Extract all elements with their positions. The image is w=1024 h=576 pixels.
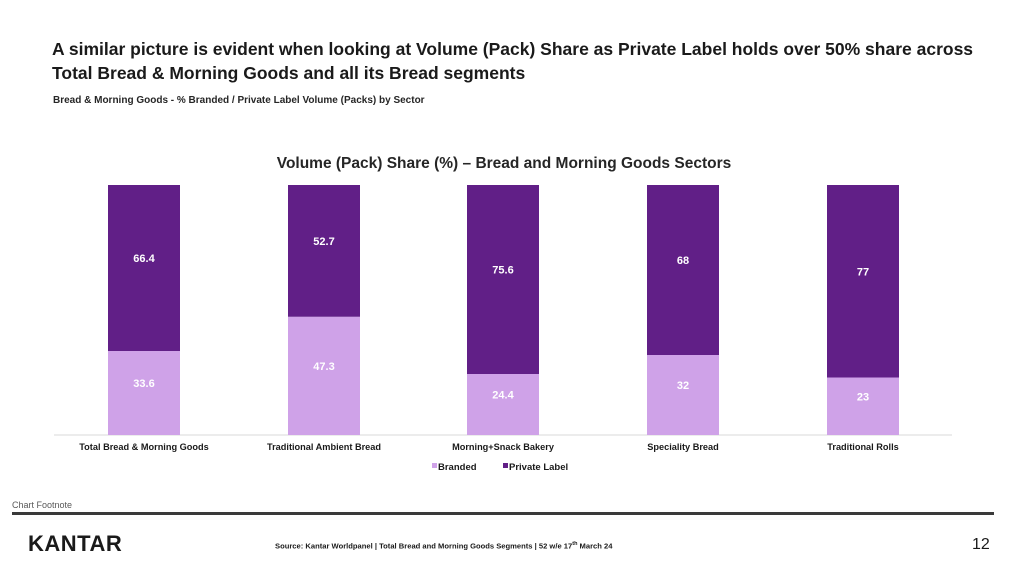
data-label-private-label-4: 68 (677, 255, 689, 267)
data-label-branded-3: 24.4 (492, 390, 514, 402)
source-suffix: March 24 (577, 541, 613, 551)
legend-label-private-label: Private Label (509, 462, 568, 473)
data-label-branded-5: 23 (857, 391, 869, 403)
source-superscript: th (572, 541, 578, 547)
source-prefix: Source: Kantar Worldpanel | Total Bread … (275, 541, 573, 551)
bar-private-label-4 (647, 185, 719, 355)
legend-swatch-private-label (503, 463, 508, 468)
bar-branded-4 (647, 355, 719, 435)
legend-label-branded: Branded (438, 462, 477, 473)
bar-private-label-5 (827, 185, 899, 378)
legend-swatch-branded (432, 463, 437, 468)
data-label-private-label-3: 75.6 (492, 265, 513, 277)
source-note: Source: Kantar Worldpanel | Total Bread … (275, 541, 612, 551)
bar-branded-5 (827, 377, 899, 435)
data-label-private-label-1: 66.4 (133, 253, 155, 265)
stacked-bar-chart: Volume (Pack) Share (%) – Bread and Morn… (54, 155, 952, 473)
legend: Branded Private Label (432, 462, 568, 473)
bars-group: 33.6 66.4 47.3 52.7 24.4 75.6 32 68 23 77 (108, 185, 899, 435)
bar-branded-2 (288, 316, 360, 435)
bar-branded-1 (108, 351, 180, 435)
bar-private-label-2 (288, 185, 360, 317)
bar-branded-3 (467, 374, 539, 435)
chart-footnote: Chart Footnote (12, 500, 73, 510)
category-label-4: Speciality Bread (647, 442, 719, 452)
bar-private-label-3 (467, 185, 539, 374)
page-number: 12 (972, 536, 990, 553)
footer-divider (12, 512, 994, 515)
page-subtitle: Bread & Morning Goods - % Branded / Priv… (53, 95, 425, 106)
page-title: A similar picture is evident when lookin… (52, 39, 974, 83)
data-label-private-label-5: 77 (857, 266, 869, 278)
category-label-2: Traditional Ambient Bread (267, 442, 381, 452)
category-labels: Total Bread & Morning Goods Traditional A… (79, 442, 898, 452)
category-label-1: Total Bread & Morning Goods (79, 442, 208, 452)
kantar-logo: KANTAR (28, 531, 123, 556)
bar-private-label-1 (108, 185, 180, 351)
data-label-branded-2: 47.3 (313, 361, 334, 373)
chart-title: Volume (Pack) Share (%) – Bread and Morn… (277, 155, 731, 172)
category-label-3: Morning+Snack Bakery (452, 442, 555, 452)
category-label-5: Traditional Rolls (827, 442, 898, 452)
data-label-branded-1: 33.6 (133, 378, 154, 390)
data-label-private-label-2: 52.7 (313, 236, 334, 248)
data-label-branded-4: 32 (677, 380, 689, 392)
